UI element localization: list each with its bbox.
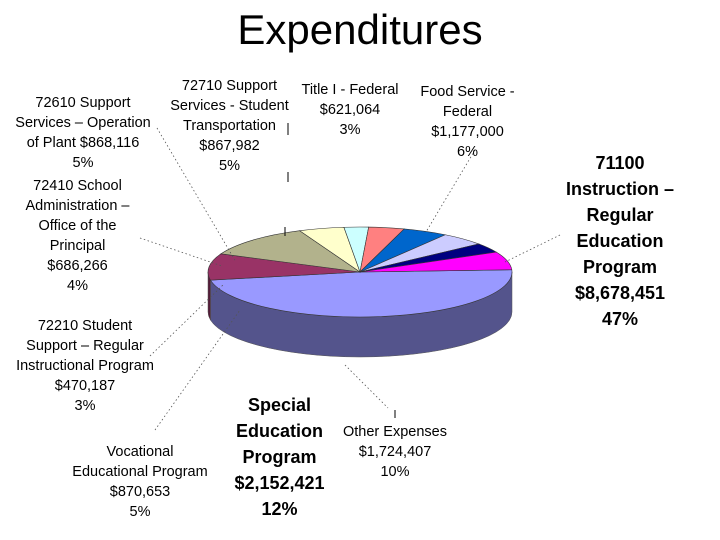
slice-label-line: $621,064	[319, 102, 381, 118]
slice-label-line: $870,653	[109, 484, 171, 500]
slice-label-line: Educational Program	[72, 464, 208, 480]
slice-label-line: Program	[242, 447, 317, 467]
slice-label-line: 3%	[339, 122, 361, 138]
slice-label-line: 47%	[601, 309, 639, 329]
slice-label-line: 72710 Support	[181, 78, 278, 94]
slice-label-line: 72210 Student	[37, 318, 133, 334]
slice-label-line: Principal	[49, 238, 106, 254]
slice-label-line: $8,678,451	[574, 283, 666, 303]
slice-label-line: Program	[582, 257, 658, 277]
pie-slice-special	[220, 230, 361, 273]
slice-label-line: Education	[235, 421, 323, 441]
leader-line	[344, 364, 389, 409]
slice-label-line: 5%	[129, 504, 151, 520]
slice-label-line: 71100	[595, 153, 645, 173]
slice-label-line: of Plant $868,116	[26, 135, 140, 151]
label-operation-plant: 72610 Support Services – Operation of Plan…	[8, 93, 158, 173]
slice-label-line: $2,152,421	[234, 473, 325, 493]
slice-label-line: Vocational	[106, 444, 174, 460]
slice-label-line: Other Expenses	[343, 424, 447, 440]
slice-label-line: Services - Student	[170, 98, 289, 114]
slice-label-line: Support – Regular	[26, 338, 144, 354]
pie-slice-instruction	[209, 269, 513, 318]
label-student-support: 72210 Student Support – Regular Instructio…	[10, 316, 160, 416]
leader-line	[149, 283, 225, 357]
slice-label-line: 4%	[67, 278, 88, 294]
chart-title: Expenditures	[237, 6, 483, 53]
slice-label-line: 72610 Support	[35, 95, 131, 111]
slice-label-line: Federal	[442, 104, 493, 120]
slice-label-line: Administration –	[25, 198, 130, 214]
slice-label-line: 72410 School	[33, 178, 122, 194]
slice-label-line: 5%	[219, 158, 240, 174]
slice-label-line: $1,177,000	[431, 124, 504, 140]
slice-label-line: Services – Operation	[15, 115, 151, 131]
label-title-i: Title I - Federal $621,064 3%	[295, 80, 405, 140]
leader-line	[139, 237, 223, 267]
pie-slice-food_service	[359, 251, 513, 273]
slice-label-line: 12%	[261, 499, 298, 519]
pie-slice-other	[207, 253, 361, 281]
slice-label-line: Food Service -	[420, 84, 515, 100]
leader-line	[425, 149, 476, 233]
slice-label-line: 10%	[380, 464, 410, 480]
slice-label-line: 3%	[74, 398, 96, 414]
slice-label-line: Regular	[586, 205, 654, 225]
label-special: Special Education Program $2,152,421 12%	[222, 392, 337, 522]
slice-label-line: $867,982	[199, 138, 260, 154]
label-vocational: Vocational Educational Program $870,653 5%	[70, 442, 210, 522]
slice-label-line: Instruction –	[565, 179, 674, 199]
label-other: Other Expenses $1,724,407 10%	[335, 422, 455, 482]
slice-label-line: Instructional Program	[16, 358, 154, 374]
label-food-service: Food Service - Federal $1,177,000 6%	[405, 82, 530, 162]
slice-label-line: Office of the	[38, 218, 117, 234]
label-school-admin: 72410 School Administration – Office of th…	[10, 176, 145, 296]
slice-label-line: 6%	[457, 144, 478, 160]
slice-label-line: $686,266	[47, 258, 108, 274]
slice-label-line: Title I - Federal	[301, 82, 399, 98]
slice-label-line: 5%	[72, 155, 94, 171]
leader-line	[154, 309, 241, 431]
slice-label-line: $1,724,407	[358, 444, 432, 460]
slice-label-line: $470,187	[54, 378, 116, 394]
label-transportation: 72710 Support Services - Student Transport…	[162, 76, 297, 176]
slice-label-line: Education	[576, 231, 664, 251]
label-instruction: 71100 Instruction – Regular Education Progra…	[545, 150, 695, 332]
slice-label-line: Transportation	[183, 118, 276, 134]
slice-label-line: Special	[247, 395, 312, 415]
